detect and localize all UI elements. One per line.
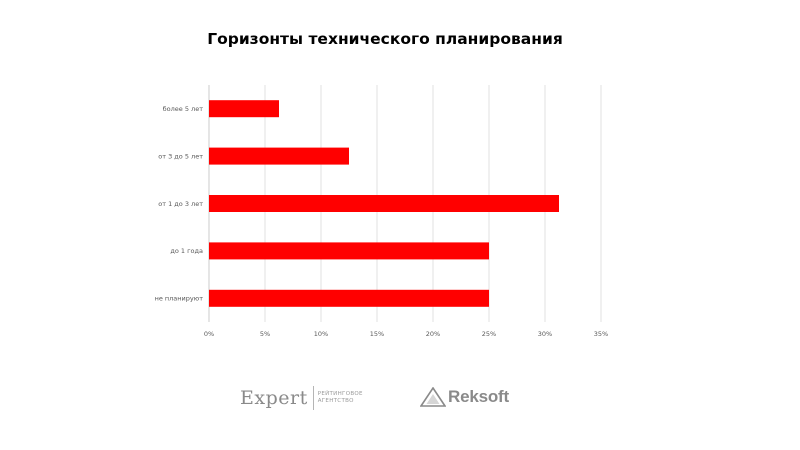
reksoft-triangle-icon [420, 387, 446, 407]
x-tick-label: 15% [370, 330, 384, 338]
x-tick-label: 0% [204, 330, 214, 338]
bar [209, 289, 489, 307]
category-label: до 1 года [170, 247, 203, 255]
expert-logo-divider [312, 386, 314, 410]
category-label: от 3 до 5 лет [158, 152, 203, 160]
category-labels: более 5 лет от 3 до 5 лет от 1 до 3 лет до … [155, 105, 204, 303]
chart-title: Горизонты технического планирования [207, 30, 563, 48]
reksoft-logo: Reksoft [420, 385, 509, 409]
expert-logo-sub-line1: РЕЙТИНГОВОЕ [317, 391, 363, 397]
expert-logo-subtitle: РЕЙТИНГОВОЕ АГЕНТСТВО [318, 391, 363, 405]
expert-logo-word: Expert [240, 386, 308, 409]
bar [209, 100, 279, 118]
x-tick-label: 10% [314, 330, 328, 338]
x-tick-label: 30% [538, 330, 552, 338]
category-label: не планируют [155, 295, 204, 303]
bars [209, 100, 559, 307]
bar [209, 195, 559, 212]
x-tick-label: 35% [594, 330, 608, 338]
bar [209, 147, 349, 165]
x-tick-label: 20% [426, 330, 440, 338]
expert-logo: Expert РЕЙТИНГОВОЕ АГЕНТСТВО [240, 383, 363, 413]
expert-logo-sub-line2: АГЕНТСТВО [317, 398, 354, 404]
x-tick-label: 5% [260, 330, 270, 338]
x-tick-labels: 0% 5% 10% 15% 20% 25% 30% 35% [204, 330, 608, 338]
reksoft-logo-word: Reksoft [448, 387, 509, 406]
category-label: более 5 лет [163, 105, 204, 113]
bar [209, 242, 489, 260]
category-label: от 1 до 3 лет [158, 200, 203, 208]
x-tick-label: 25% [482, 330, 496, 338]
